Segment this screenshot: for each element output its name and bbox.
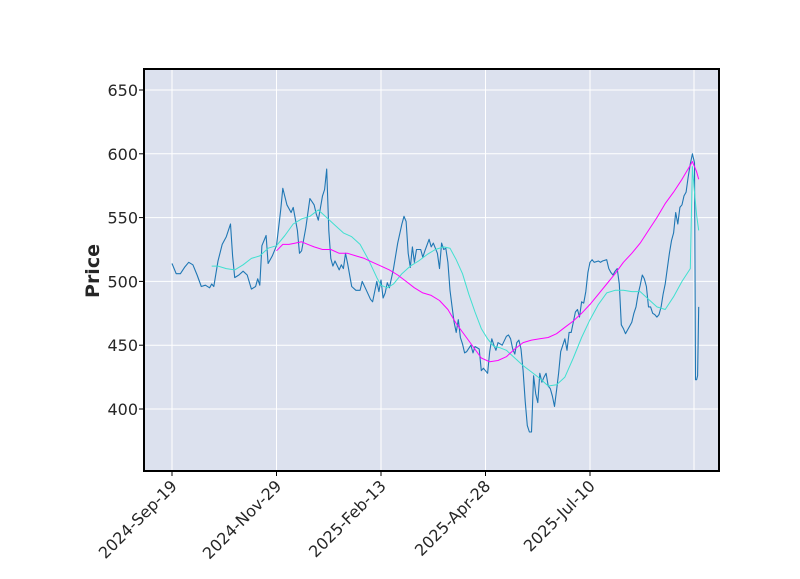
plot-area bbox=[144, 69, 719, 471]
x-axis-ticks: 2024-Sep-19 2024-Nov-29 2025-Feb-13 2025-Ap… bbox=[95, 471, 599, 563]
x-gridlines bbox=[171, 69, 695, 471]
y-tick-label: 450 bbox=[107, 336, 138, 355]
close-price-line bbox=[171, 153, 700, 433]
x-tick-label: 2024-Nov-29 bbox=[199, 476, 286, 563]
x-tick-label: 2024-Sep-19 bbox=[95, 476, 181, 562]
x-tick-label: 2025-Jul-10 bbox=[520, 476, 599, 555]
ma50-line bbox=[276, 161, 700, 363]
x-tick-label: 2025-Feb-13 bbox=[305, 476, 390, 561]
ma20-line bbox=[211, 166, 700, 387]
y-tick-label: 550 bbox=[107, 209, 138, 228]
y-tick-label: 400 bbox=[107, 400, 138, 419]
y-tick-label: 600 bbox=[107, 145, 138, 164]
y-axis-label: Price bbox=[82, 244, 104, 298]
x-tick-label: 2025-Apr-28 bbox=[411, 476, 494, 559]
y-tick-label: 500 bbox=[107, 272, 138, 291]
y-axis-ticks: 400 450 500 550 600 650 bbox=[107, 81, 144, 419]
plot-frame bbox=[143, 68, 720, 472]
series-layer bbox=[171, 153, 700, 433]
y-gridlines bbox=[144, 89, 719, 410]
y-tick-label: 650 bbox=[107, 81, 138, 100]
